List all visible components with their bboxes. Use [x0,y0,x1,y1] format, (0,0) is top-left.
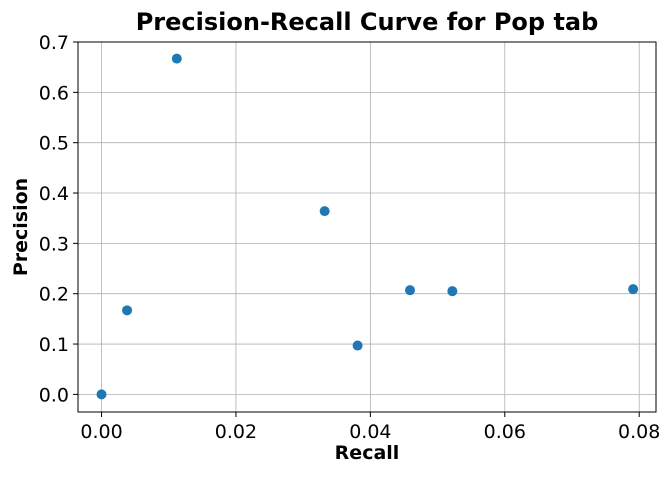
data-point [96,389,107,400]
x-tick-label: 0.04 [349,421,391,443]
data-point [171,53,182,64]
y-tick-label: 0.2 [39,284,69,306]
data-point [447,286,458,297]
data-point [122,305,133,316]
x-tick-label: 0.08 [618,421,660,443]
y-tick-label: 0.7 [39,32,69,54]
y-tick-label: 0.6 [39,82,69,104]
y-axis-ticks: 0.0 0.1 0.2 0.3 0.4 0.5 0.6 0.7 [39,32,78,406]
x-axis-label: Recall [335,442,400,464]
x-tick-label: 0.00 [80,421,122,443]
chart-title: Precision-Recall Curve for Pop tab [136,8,599,36]
data-point [628,284,639,295]
data-point [405,285,416,296]
y-axis-label: Precision [10,178,32,276]
y-tick-label: 0.5 [39,133,69,155]
x-tick-label: 0.02 [215,421,257,443]
plot-frame [77,41,657,413]
data-point [352,340,363,351]
data-point [319,206,330,217]
x-tick-label: 0.06 [484,421,526,443]
data-points [96,53,639,400]
y-tick-label: 0.0 [39,384,69,406]
y-tick-label: 0.3 [39,233,69,255]
y-tick-label: 0.1 [39,334,69,356]
y-tick-label: 0.4 [39,183,69,205]
x-axis-ticks: 0.00 0.02 0.04 0.06 0.08 [80,412,660,443]
